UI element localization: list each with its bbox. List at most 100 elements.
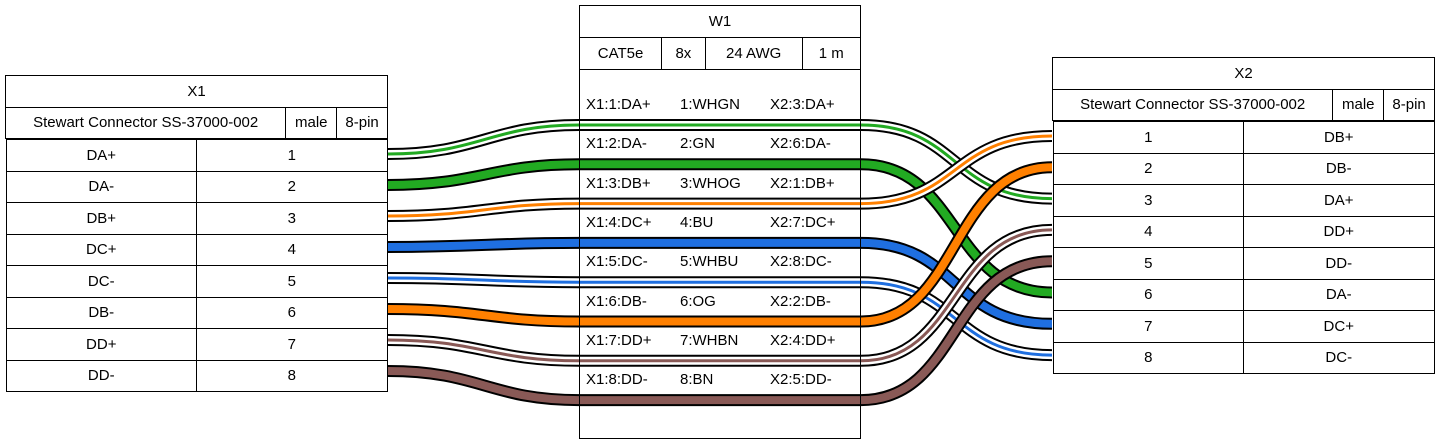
wire-from: X1:2:DA- — [586, 135, 647, 153]
wire-to: X2:8:DC- — [770, 253, 832, 271]
wire-8 — [387, 255, 1053, 407]
connector-x1-part: Stewart Connector SS-37000-002 — [4, 106, 287, 139]
cable-type: CAT5e — [580, 38, 663, 69]
cable-length: 1 m — [818, 45, 844, 62]
x2-pin: 1 — [1052, 121, 1244, 154]
x1-row: DB- 6 — [5, 296, 388, 329]
x1-pin: 7 — [196, 328, 388, 361]
cable-wire-count: 8x — [662, 38, 706, 69]
wire-to: X2:1:DB+ — [770, 174, 835, 192]
wire-wire: 2:GN — [680, 135, 716, 153]
x2-signal: DD+ — [1243, 215, 1435, 248]
wire-from: X1:5:DC- — [586, 253, 648, 271]
x2-row: 4 DD+ — [1052, 215, 1435, 248]
x2-pin: 6 — [1052, 278, 1244, 311]
x1-pin: 6 — [196, 296, 388, 329]
wire-wire: 3:WHOG — [680, 174, 741, 192]
x2-signal: DB+ — [1243, 121, 1435, 154]
x1-row: DD- 8 — [5, 359, 388, 392]
x1-pin: 4 — [196, 233, 388, 266]
x1-row: DD+ 7 — [5, 328, 388, 361]
connector-x2-title: X2 — [1052, 57, 1435, 90]
x1-signal: DB- — [5, 296, 197, 329]
x1-signal: DC- — [5, 265, 197, 298]
connector-x2-gender: male — [1332, 88, 1385, 121]
x1-signal: DD+ — [5, 328, 197, 361]
x2-row: 7 DC+ — [1052, 310, 1435, 343]
x1-pin: 8 — [196, 359, 388, 392]
x1-pin: 2 — [196, 170, 388, 203]
x1-pin: 1 — [196, 139, 388, 172]
x1-signal: DA+ — [5, 139, 197, 172]
x2-pin: 5 — [1052, 247, 1244, 280]
wire-4 — [387, 236, 1053, 330]
wire-from: X1:1:DA+ — [586, 96, 651, 113]
x2-row: 1 DB+ — [1052, 121, 1435, 154]
x1-signal: DD- — [5, 359, 197, 392]
wire-1 — [387, 119, 1053, 205]
wire-wire: 5:WHBU — [680, 253, 739, 271]
x2-pin: 7 — [1052, 310, 1244, 343]
connector-x2-pincount: 8-pin — [1383, 88, 1435, 121]
x2-pin: 3 — [1052, 184, 1244, 217]
x1-signal: DB+ — [5, 202, 197, 235]
connector-x2-part: Stewart Connector SS-37000-002 — [1051, 88, 1334, 121]
wire-from: X1:4:DC+ — [586, 213, 652, 231]
connector-x1-gender: male — [285, 106, 338, 139]
wire-from: X1:7:DD+ — [586, 331, 652, 349]
connector-x1: X1 Stewart Connector SS-37000-002 male 8… — [4, 75, 388, 392]
wire-label-row: X1:8:DD- 8:BN X2:5:DD- — [580, 371, 860, 389]
x1-row: DA+ 1 — [5, 139, 388, 172]
wire-label-row: X1:2:DA- 2:GN X2:6:DA- — [580, 135, 860, 153]
cable-gauge: 24 AWG — [706, 38, 803, 69]
wire-to: X2:4:DD+ — [770, 331, 836, 349]
x2-signal: DB- — [1243, 152, 1435, 185]
wire-from: X1:8:DD- — [586, 371, 648, 389]
x1-row: DC- 5 — [5, 265, 388, 298]
cable-w1: W1 CAT5e 8x 24 AWG 1 m X1:1:DA+ 1:WHGN X2:… — [579, 5, 861, 439]
wire-from: X1:3:DB+ — [586, 174, 651, 192]
wire-label-row: X1:6:DB- 6:OG X2:2:DB- — [580, 293, 860, 311]
x1-pin: 5 — [196, 265, 388, 298]
wire-label-row: X1:4:DC+ 4:BU X2:7:DC+ — [580, 214, 860, 232]
wire-3 — [387, 130, 1053, 222]
wire-to: X2:3:DA+ — [770, 96, 835, 113]
x1-signal: DA- — [5, 170, 197, 203]
x2-row: 3 DA+ — [1052, 184, 1435, 217]
wire-to: X2:5:DD- — [770, 371, 832, 389]
x1-pin: 3 — [196, 202, 388, 235]
x2-pin: 4 — [1052, 215, 1244, 248]
wire-wire: 6:OG — [680, 292, 716, 310]
x2-row: 8 DC- — [1052, 341, 1435, 374]
wire-wire: 1:WHGN — [680, 96, 740, 113]
x2-signal: DA- — [1243, 278, 1435, 311]
x1-signal: DC+ — [5, 233, 197, 266]
wire-wire: 7:WHBN — [680, 331, 739, 349]
wire-5 — [387, 272, 1053, 362]
cable-w1-title: W1 — [580, 6, 860, 38]
x2-row: 5 DD- — [1052, 247, 1435, 280]
x2-signal: DC- — [1243, 341, 1435, 374]
x2-row: 2 DB- — [1052, 152, 1435, 185]
x2-signal: DD- — [1243, 247, 1435, 280]
x1-row: DC+ 4 — [5, 233, 388, 266]
wire-to: X2:2:DB- — [770, 292, 831, 310]
connector-x1-title: X1 — [5, 75, 388, 108]
wire-label-row: X1:5:DC- 5:WHBU X2:8:DC- — [580, 253, 860, 271]
wire-label-row: X1:3:DB+ 3:WHOG X2:1:DB+ — [580, 175, 860, 193]
wire-label-row: X1:7:DD+ 7:WHBN X2:4:DD+ — [580, 332, 860, 350]
x1-row: DA- 2 — [5, 170, 388, 203]
x2-signal: DA+ — [1243, 184, 1435, 217]
connector-x2: X2 Stewart Connector SS-37000-002 male 8… — [1051, 57, 1435, 374]
wire-7 — [387, 223, 1053, 367]
cable-w1-specs: CAT5e 8x 24 AWG 1 m — [580, 38, 860, 70]
wire-label-row: X1:1:DA+ 1:WHGN X2:3:DA+ — [580, 96, 860, 114]
wire-from: X1:6:DB- — [586, 292, 647, 310]
wire-wire: 4:BU — [680, 213, 714, 231]
wire-wire: 8:BN — [680, 371, 714, 389]
x2-signal: DC+ — [1243, 310, 1435, 343]
wire-to: X2:6:DA- — [770, 135, 831, 153]
x2-pin: 8 — [1052, 341, 1244, 374]
x1-row: DB+ 3 — [5, 202, 388, 235]
